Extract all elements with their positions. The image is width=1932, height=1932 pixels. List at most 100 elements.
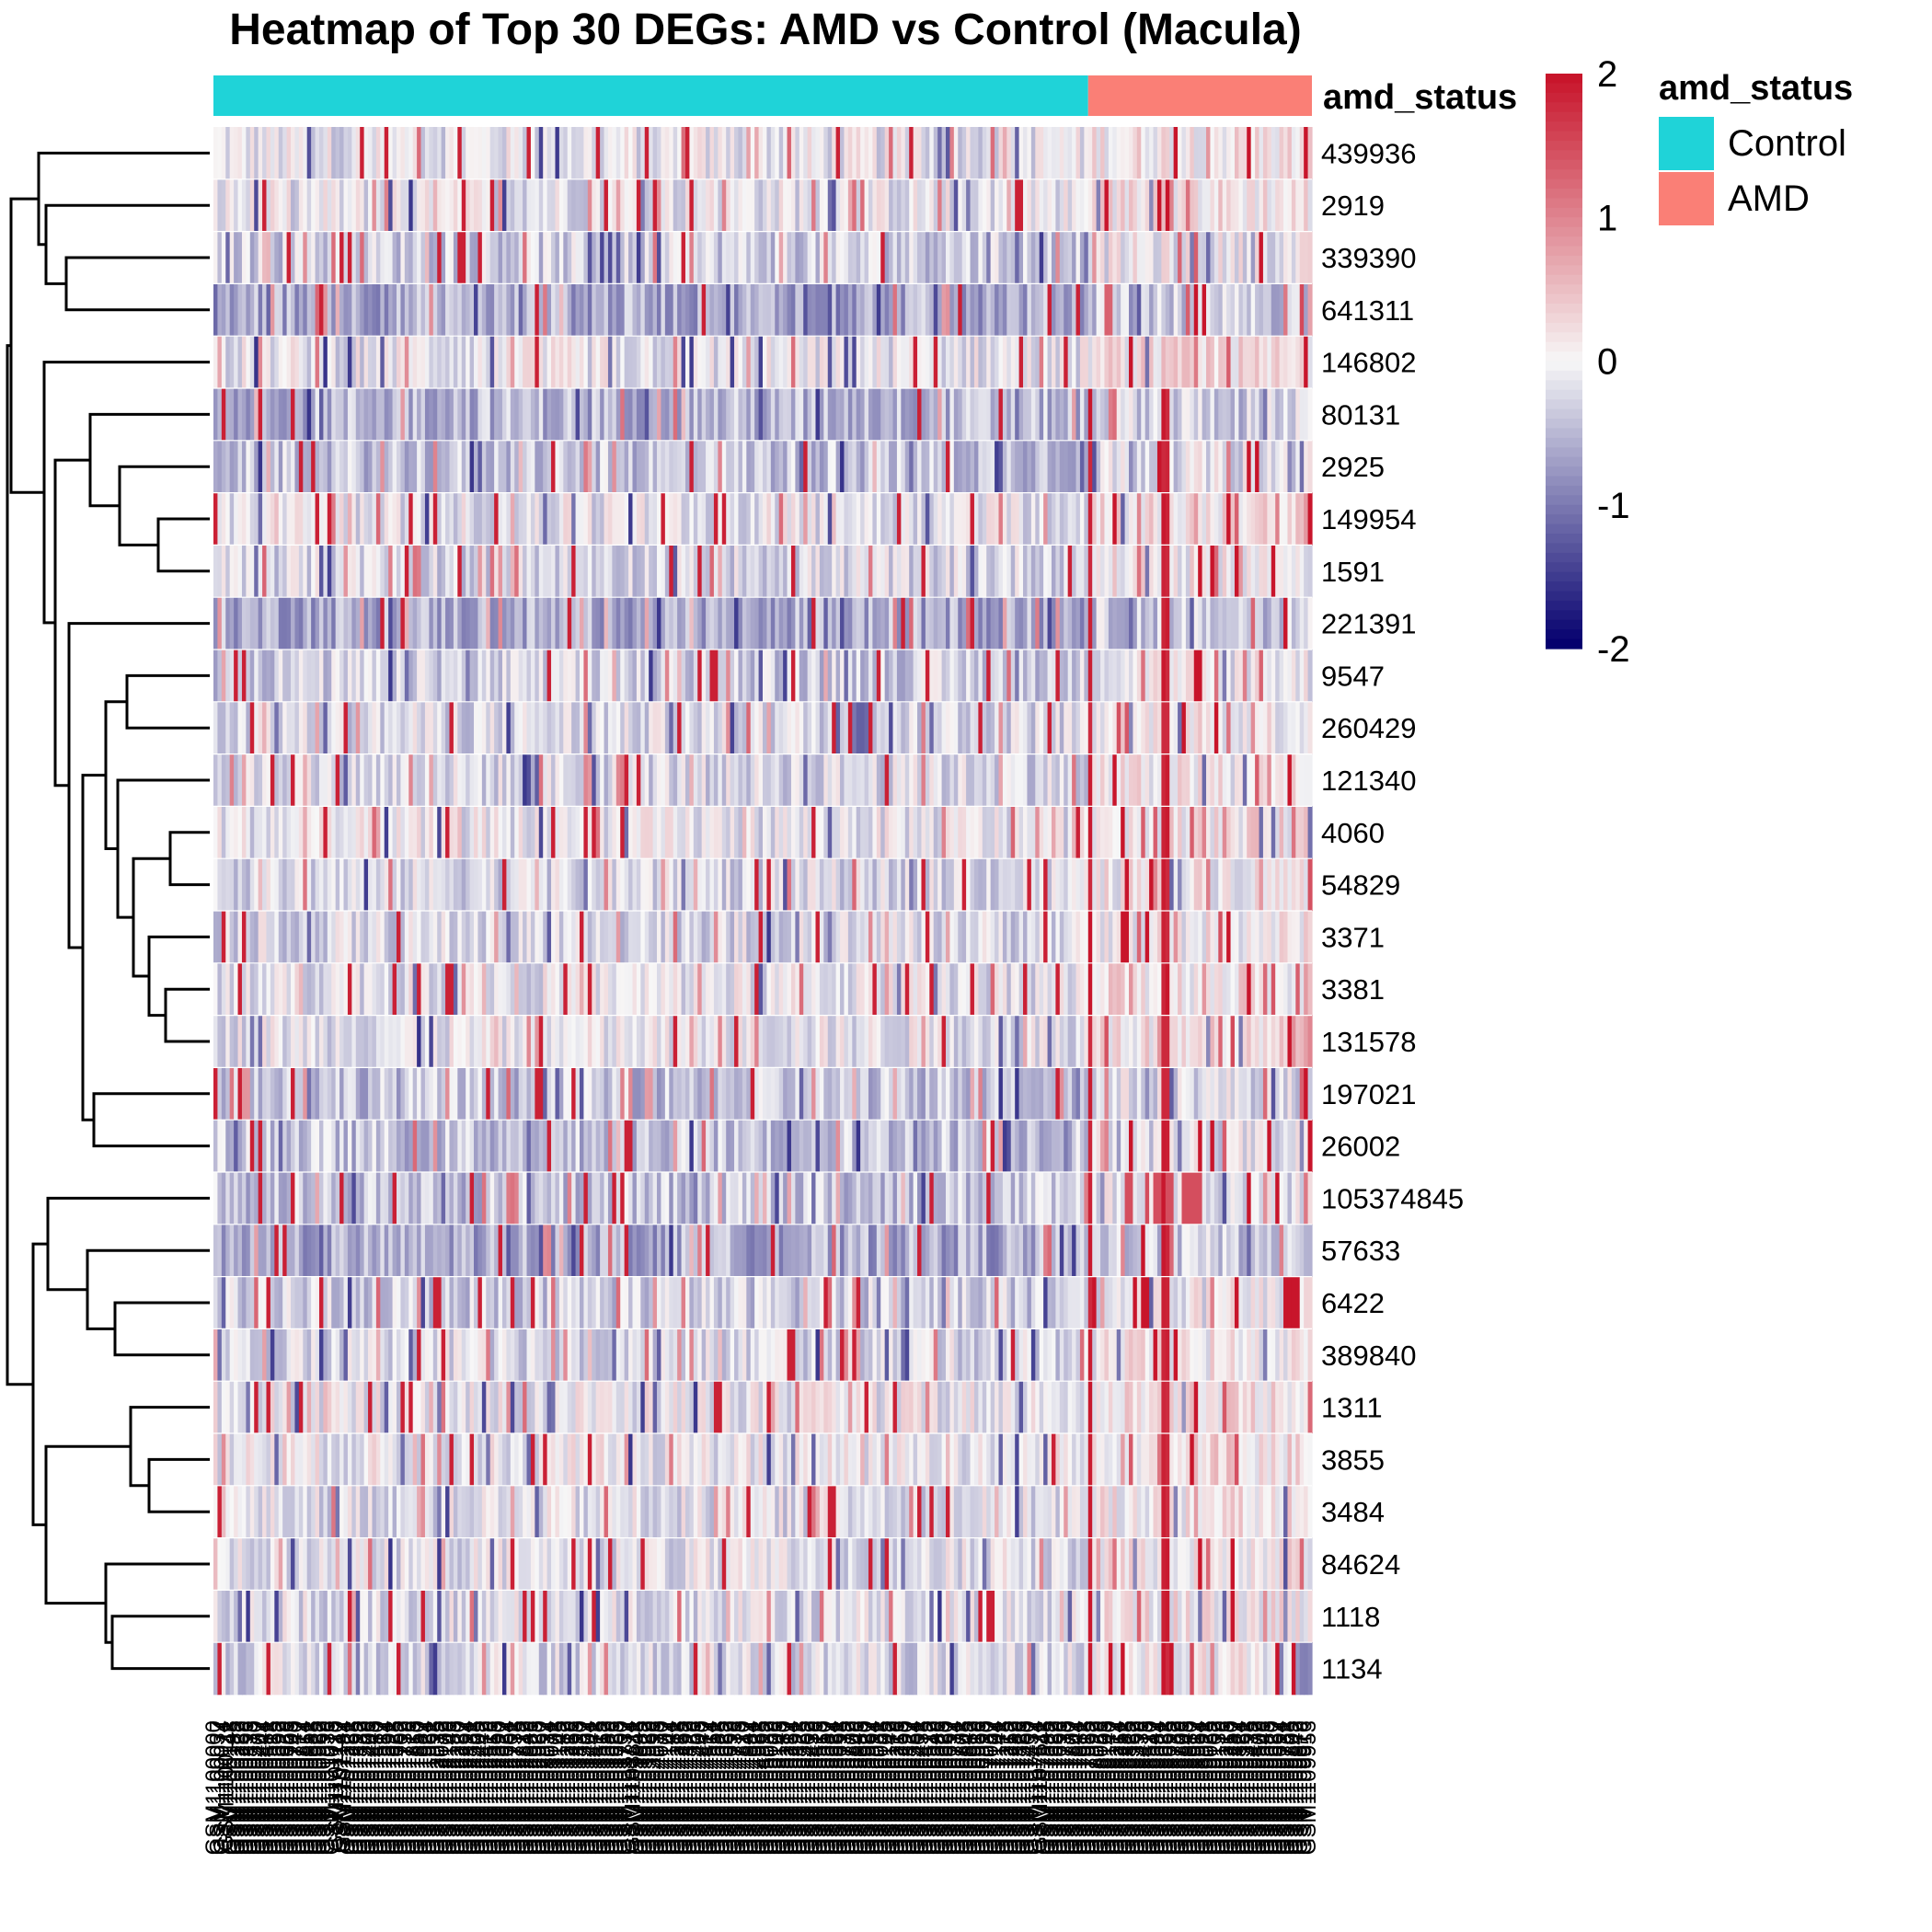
heatmap-cell	[1250, 440, 1256, 493]
heatmap-cell	[904, 388, 910, 442]
heatmap-cell	[754, 492, 760, 546]
heatmap-cell	[1275, 650, 1281, 703]
heatmap-cell	[1226, 1015, 1232, 1068]
heatmap-cell	[270, 492, 275, 546]
heatmap-cell	[213, 231, 219, 284]
heatmap-cell	[742, 701, 747, 754]
heatmap-cell	[775, 1015, 780, 1068]
heatmap-cell	[592, 858, 597, 912]
heatmap-cell	[1307, 336, 1313, 389]
heatmap-cell	[763, 701, 768, 754]
heatmap-cell	[1291, 178, 1296, 232]
heatmap-cell	[567, 440, 572, 493]
heatmap-cell	[966, 440, 972, 493]
heatmap-cell	[445, 336, 451, 389]
heatmap-cell	[384, 753, 389, 807]
heatmap-cell	[397, 492, 402, 546]
heatmap-cell	[1287, 701, 1293, 754]
heatmap-cell	[1178, 388, 1183, 442]
heatmap-cell	[649, 597, 654, 650]
heatmap-cell	[990, 858, 995, 912]
heatmap-cell	[587, 753, 592, 807]
heatmap-cell	[1116, 650, 1121, 703]
heatmap-cell	[1181, 283, 1187, 337]
heatmap-cell	[400, 911, 406, 964]
heatmap-cell	[973, 492, 979, 546]
heatmap-cell	[1129, 283, 1134, 337]
heatmap-cell	[510, 283, 515, 337]
heatmap-cell	[986, 231, 992, 284]
heatmap-cell	[306, 650, 312, 703]
heatmap-cell	[1087, 440, 1093, 493]
heatmap-cell	[555, 545, 560, 598]
heatmap-cell	[1072, 806, 1077, 859]
heatmap-cell	[306, 1067, 312, 1121]
heatmap-cell	[661, 388, 666, 442]
heatmap-cell	[738, 336, 743, 389]
heatmap-cell	[1156, 806, 1162, 859]
heatmap-cell	[291, 753, 296, 807]
heatmap-cell	[770, 701, 776, 754]
heatmap-cell	[1202, 336, 1207, 389]
heatmap-cell	[876, 336, 881, 389]
heatmap-cell	[1230, 231, 1236, 284]
heatmap-cell	[1190, 701, 1195, 754]
heatmap-cell	[718, 336, 723, 389]
heatmap-cell	[518, 1067, 523, 1121]
heatmap-cell	[1226, 127, 1232, 180]
heatmap-cell	[978, 962, 983, 1016]
heatmap-cell	[368, 231, 374, 284]
heatmap-cell	[620, 650, 626, 703]
heatmap-cell	[640, 858, 646, 912]
heatmap-cell	[388, 701, 394, 754]
heatmap-cell	[355, 492, 361, 546]
heatmap-cell	[901, 388, 906, 442]
heatmap-cell	[689, 962, 695, 1016]
heatmap-cell	[1144, 701, 1150, 754]
heatmap-cell	[657, 911, 662, 964]
heatmap-cell	[860, 127, 866, 180]
heatmap-cell	[535, 1015, 540, 1068]
heatmap-cell	[318, 178, 324, 232]
heatmap-cell	[249, 911, 255, 964]
heatmap-cell	[453, 650, 458, 703]
heatmap-cell	[551, 336, 557, 389]
heatmap-cell	[823, 545, 829, 598]
heatmap-cell	[486, 492, 491, 546]
heatmap-cell	[754, 545, 760, 598]
heatmap-cell	[498, 492, 503, 546]
heatmap-cell	[730, 440, 735, 493]
heatmap-cell	[315, 650, 320, 703]
heatmap-cell	[1210, 283, 1215, 337]
heatmap-cell	[1039, 127, 1044, 180]
heatmap-cell	[644, 127, 650, 180]
heatmap-cell	[441, 911, 446, 964]
heatmap-cell	[738, 178, 743, 232]
heatmap-cell	[489, 753, 495, 807]
heatmap-cell	[758, 336, 764, 389]
heatmap-cell	[567, 1015, 572, 1068]
heatmap-cell	[721, 962, 727, 1016]
heatmap-cell	[677, 545, 683, 598]
heatmap-cell	[811, 911, 817, 964]
heatmap-cell	[615, 911, 621, 964]
heatmap-cell	[249, 650, 255, 703]
heatmap-cell	[1238, 127, 1244, 180]
heatmap-cell	[990, 388, 995, 442]
heatmap-cell	[982, 388, 987, 442]
heatmap-cell	[701, 283, 707, 337]
heatmap-cell	[575, 597, 581, 650]
heatmap-cell	[1226, 440, 1232, 493]
heatmap-cell	[368, 806, 374, 859]
heatmap-cell	[429, 650, 434, 703]
heatmap-cell	[351, 231, 357, 284]
heatmap-cell	[1051, 962, 1056, 1016]
heatmap-cell	[746, 858, 752, 912]
heatmap-cell	[726, 545, 731, 598]
heatmap-cell	[469, 440, 475, 493]
heatmap-cell	[1213, 911, 1219, 964]
heatmap-cell	[453, 806, 458, 859]
heatmap-cell	[1075, 911, 1081, 964]
heatmap-cell	[604, 911, 609, 964]
heatmap-cell	[514, 492, 520, 546]
